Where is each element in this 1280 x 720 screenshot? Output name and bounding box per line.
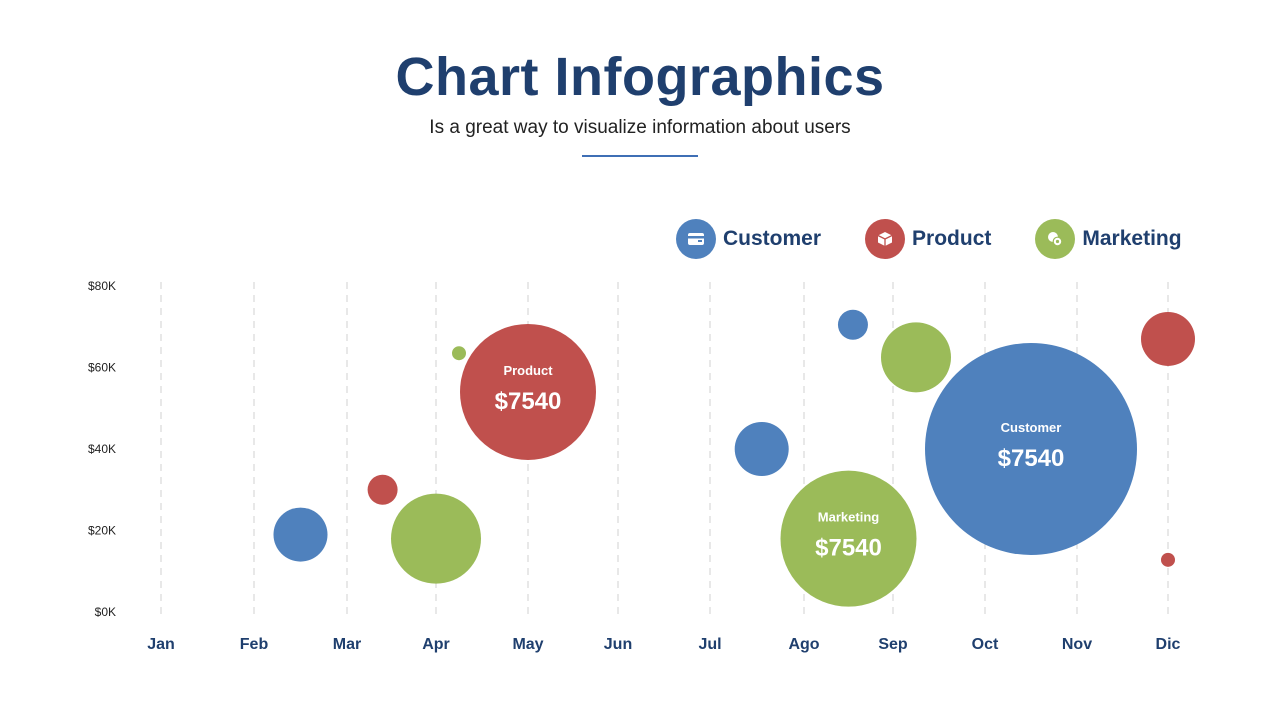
bubble-circle [780, 470, 917, 607]
bubble-circle [837, 309, 868, 340]
x-tick-label: Nov [1062, 636, 1092, 653]
y-tick-label: $40K [88, 442, 116, 456]
bubble-circle [273, 507, 328, 562]
bubble-value: $7540 [495, 388, 562, 415]
bubble-customer [273, 507, 328, 562]
page-subtitle: Is a great way to visualize information … [429, 117, 851, 138]
bubble-customer [734, 422, 789, 476]
legend-label: Customer [723, 227, 822, 250]
bubble-product [367, 474, 398, 505]
bubble-label: Product [503, 363, 553, 378]
x-tick-label: Sep [878, 636, 908, 653]
bubble-circle [452, 346, 466, 361]
bubble-circle [734, 422, 789, 476]
bubble-circle [391, 493, 481, 584]
legend-item-marketing: Marketing [1035, 219, 1182, 259]
legend-item-product: Product [865, 219, 991, 259]
legend-item-customer: Customer [676, 219, 821, 259]
bubble-circle [1161, 552, 1175, 567]
bubble-marketing [881, 322, 951, 393]
bubble-circle [925, 343, 1137, 555]
bubble-customer [837, 309, 868, 340]
bubble-value: $7540 [998, 445, 1065, 472]
legend-label: Marketing [1082, 227, 1182, 250]
x-tick-label: Jan [147, 636, 175, 653]
x-tick-label: Jun [604, 636, 632, 653]
x-tick-label: Apr [422, 636, 450, 653]
y-tick-label: $20K [88, 524, 116, 538]
coins-icon [1035, 219, 1076, 259]
bubble-value: $7540 [815, 535, 882, 562]
x-tick-label: Dic [1156, 636, 1181, 653]
x-tick-label: May [512, 636, 543, 653]
y-tick-label: $60K [88, 361, 116, 375]
chart-legend: Customer Product Marketing [676, 219, 1182, 259]
bubble-circle [881, 322, 951, 393]
bubble-label: Marketing [818, 510, 879, 525]
legend-label: Product [912, 227, 992, 250]
bubble-circle [1141, 311, 1195, 366]
y-tick-label: $80K [88, 279, 116, 293]
bubble-product [1141, 311, 1195, 366]
wallet-icon [676, 219, 716, 259]
bubble-circle [460, 323, 596, 460]
bubble-circle [367, 474, 398, 505]
y-tick-label: $0K [95, 605, 116, 619]
bubble-label: Customer [1001, 420, 1062, 435]
bubble-marketing [452, 346, 466, 361]
x-tick-label: Ago [788, 636, 819, 653]
x-tick-label: Mar [333, 636, 361, 653]
page-title: Chart Infographics [395, 47, 885, 107]
bubble-marketing: Marketing $7540 [780, 470, 917, 607]
x-tick-label: Feb [240, 636, 269, 653]
title-divider [582, 155, 698, 157]
bubble-marketing [391, 493, 481, 584]
box-icon [865, 219, 906, 259]
bubble-product [1161, 552, 1175, 567]
bubble-customer: Customer $7540 [925, 343, 1137, 555]
x-tick-label: Jul [698, 636, 721, 653]
x-tick-label: Oct [972, 636, 999, 653]
bubble-product: Product $7540 [460, 323, 596, 460]
